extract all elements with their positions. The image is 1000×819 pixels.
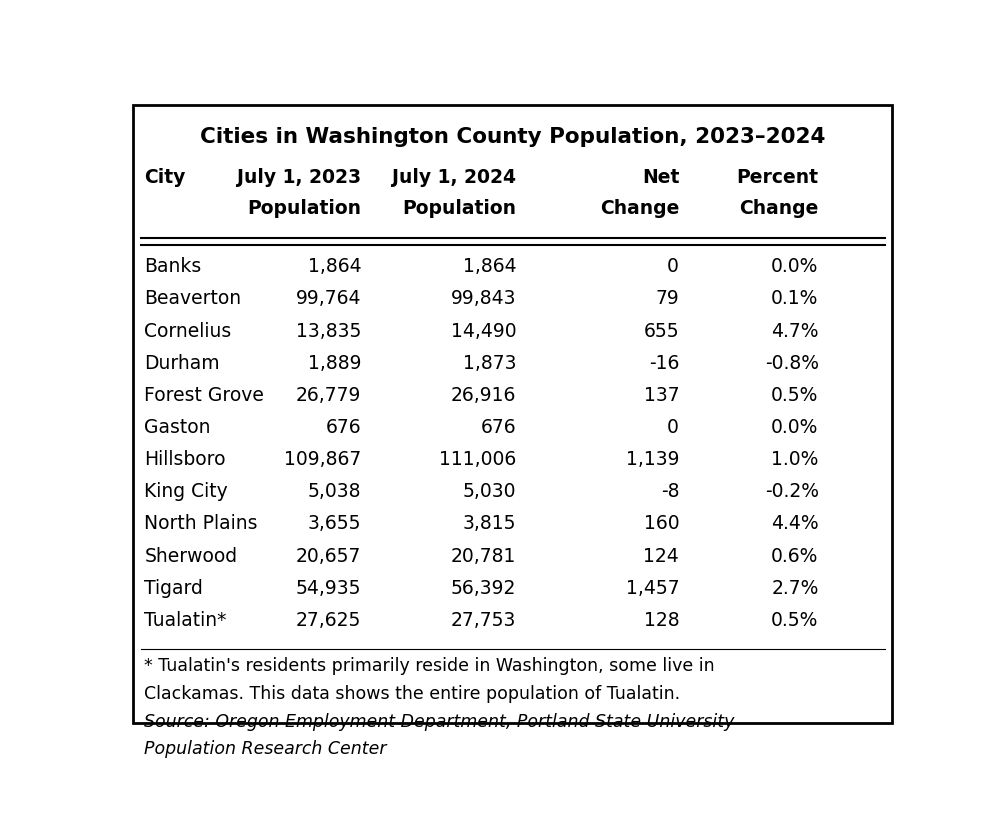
Text: Durham: Durham xyxy=(144,354,220,373)
Text: 4.4%: 4.4% xyxy=(771,514,819,533)
Text: 27,625: 27,625 xyxy=(296,611,361,630)
Text: Cornelius: Cornelius xyxy=(144,322,232,341)
Text: Forest Grove: Forest Grove xyxy=(144,386,264,405)
Text: 0.1%: 0.1% xyxy=(771,289,819,309)
Text: 109,867: 109,867 xyxy=(284,450,361,469)
Text: 676: 676 xyxy=(481,418,516,437)
Text: Change: Change xyxy=(739,199,819,218)
Text: Sherwood: Sherwood xyxy=(144,546,238,566)
Text: 0.6%: 0.6% xyxy=(771,546,819,566)
Text: 0.5%: 0.5% xyxy=(771,386,819,405)
Text: 3,815: 3,815 xyxy=(463,514,516,533)
Text: Tigard: Tigard xyxy=(144,579,203,598)
Text: 160: 160 xyxy=(644,514,679,533)
Text: 56,392: 56,392 xyxy=(451,579,516,598)
Text: 655: 655 xyxy=(644,322,679,341)
Text: 99,843: 99,843 xyxy=(451,289,516,309)
Text: * Tualatin's residents primarily reside in Washington, some live in: * Tualatin's residents primarily reside … xyxy=(144,657,715,675)
Text: 5,038: 5,038 xyxy=(308,482,361,501)
Text: Population: Population xyxy=(247,199,361,218)
Text: 79: 79 xyxy=(655,289,679,309)
Text: Source: Oregon Employment Department, Portland State University: Source: Oregon Employment Department, Po… xyxy=(144,713,735,731)
Text: 128: 128 xyxy=(644,611,679,630)
Text: 5,030: 5,030 xyxy=(463,482,516,501)
Text: North Plains: North Plains xyxy=(144,514,258,533)
Text: Tualatin*: Tualatin* xyxy=(144,611,227,630)
Text: 111,006: 111,006 xyxy=(439,450,516,469)
Text: 26,916: 26,916 xyxy=(451,386,516,405)
Text: 20,781: 20,781 xyxy=(451,546,516,566)
Text: Population: Population xyxy=(402,199,516,218)
Text: 27,753: 27,753 xyxy=(451,611,516,630)
Text: 0.0%: 0.0% xyxy=(771,257,819,276)
Text: 20,657: 20,657 xyxy=(296,546,361,566)
Text: 1,457: 1,457 xyxy=(626,579,679,598)
Text: -0.8%: -0.8% xyxy=(765,354,819,373)
Text: 2.7%: 2.7% xyxy=(771,579,819,598)
Text: 0: 0 xyxy=(667,418,679,437)
Text: Net: Net xyxy=(642,168,679,187)
Text: 124: 124 xyxy=(643,546,679,566)
Text: Beaverton: Beaverton xyxy=(144,289,242,309)
Text: Hillsboro: Hillsboro xyxy=(144,450,226,469)
Text: Gaston: Gaston xyxy=(144,418,211,437)
Text: Population Research Center: Population Research Center xyxy=(144,740,387,758)
Text: 3,655: 3,655 xyxy=(308,514,361,533)
Text: Change: Change xyxy=(600,199,679,218)
Text: King City: King City xyxy=(144,482,228,501)
Text: Banks: Banks xyxy=(144,257,202,276)
Text: 1,889: 1,889 xyxy=(308,354,361,373)
Text: -0.2%: -0.2% xyxy=(765,482,819,501)
Text: July 1, 2024: July 1, 2024 xyxy=(392,168,516,187)
Text: 1,864: 1,864 xyxy=(308,257,361,276)
Text: 54,935: 54,935 xyxy=(296,579,361,598)
Text: 13,835: 13,835 xyxy=(296,322,361,341)
Text: 26,779: 26,779 xyxy=(296,386,361,405)
Text: 1,139: 1,139 xyxy=(626,450,679,469)
Text: 99,764: 99,764 xyxy=(296,289,361,309)
Text: 4.7%: 4.7% xyxy=(771,322,819,341)
Text: Cities in Washington County Population, 2023–2024: Cities in Washington County Population, … xyxy=(200,127,825,147)
Text: 0.0%: 0.0% xyxy=(771,418,819,437)
Text: -8: -8 xyxy=(661,482,679,501)
Text: 1,864: 1,864 xyxy=(463,257,516,276)
Text: -16: -16 xyxy=(649,354,679,373)
Text: 676: 676 xyxy=(326,418,361,437)
Text: July 1, 2023: July 1, 2023 xyxy=(237,168,361,187)
Text: 0.5%: 0.5% xyxy=(771,611,819,630)
Text: Clackamas. This data shows the entire population of Tualatin.: Clackamas. This data shows the entire po… xyxy=(144,685,680,703)
Text: Percent: Percent xyxy=(737,168,819,187)
Text: 1.0%: 1.0% xyxy=(771,450,819,469)
Text: 0: 0 xyxy=(667,257,679,276)
Text: City: City xyxy=(144,168,186,187)
Text: 137: 137 xyxy=(644,386,679,405)
Text: 14,490: 14,490 xyxy=(451,322,516,341)
Text: 1,873: 1,873 xyxy=(463,354,516,373)
